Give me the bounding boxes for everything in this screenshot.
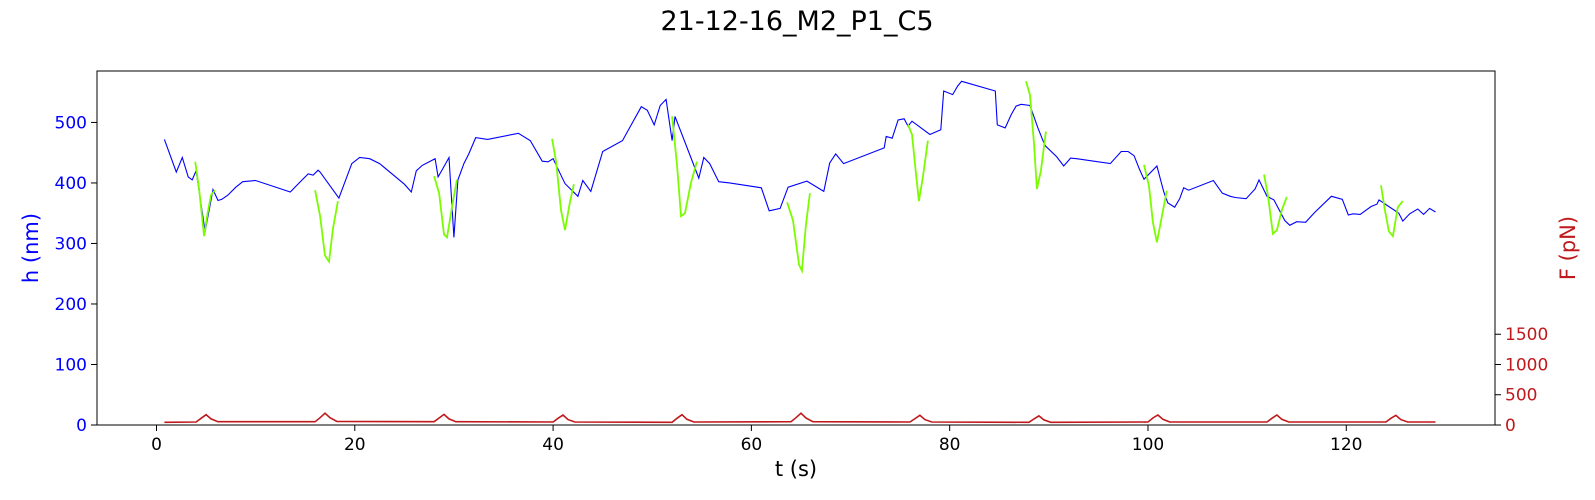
right-y-tick-label: 500 [1505, 386, 1537, 406]
x-axis-label: t (s) [775, 457, 817, 481]
height-line [163, 80, 1436, 238]
series-layer [163, 80, 1436, 424]
series-1-segment-2 [433, 176, 458, 240]
right-y-axis-label: F (pN) [1556, 216, 1580, 280]
right-y-tick-label: 1500 [1505, 325, 1548, 345]
plot-frame [96, 70, 1496, 426]
x-axis: 0 20 40 60 80 100 120 [151, 425, 1363, 455]
left-y-axis: 0 100 200 300 400 500 [55, 113, 97, 436]
chart-title: 21-12-16_M2_P1_C5 [660, 6, 933, 37]
series-1-segment-6 [907, 124, 929, 202]
x-tick-label: 0 [151, 435, 162, 455]
series-1-segment-9 [1263, 174, 1288, 236]
right-y-tick-label: 0 [1505, 416, 1516, 436]
left-y-tick-label: 100 [55, 355, 87, 375]
series-1-segment-3 [551, 138, 575, 231]
left-y-tick-label: 0 [76, 416, 87, 436]
right-y-axis: 0 500 1000 1500 [1495, 325, 1548, 436]
x-tick-label: 120 [1330, 435, 1362, 455]
force-line [164, 412, 1436, 424]
x-tick-label: 60 [741, 435, 763, 455]
left-y-axis-label: h (nm) [19, 213, 43, 283]
left-y-tick-label: 400 [55, 174, 87, 194]
left-y-tick-label: 200 [55, 295, 87, 315]
right-y-tick-label: 1000 [1505, 355, 1548, 375]
left-y-tick-label: 300 [55, 234, 87, 254]
x-tick-label: 40 [542, 435, 564, 455]
series-1-segment-0 [194, 161, 216, 237]
left-y-tick-label: 500 [55, 113, 87, 133]
series-1-segment-7 [1025, 81, 1047, 190]
series-1-segment-8 [1143, 164, 1168, 243]
x-tick-label: 20 [344, 435, 366, 455]
x-tick-label: 100 [1132, 435, 1164, 455]
x-tick-label: 80 [939, 435, 961, 455]
series-1-segment-5 [786, 193, 811, 275]
series-1-segment-1 [314, 190, 339, 265]
series-1-segment-4 [671, 116, 698, 218]
series-1-segment-10 [1380, 185, 1404, 239]
